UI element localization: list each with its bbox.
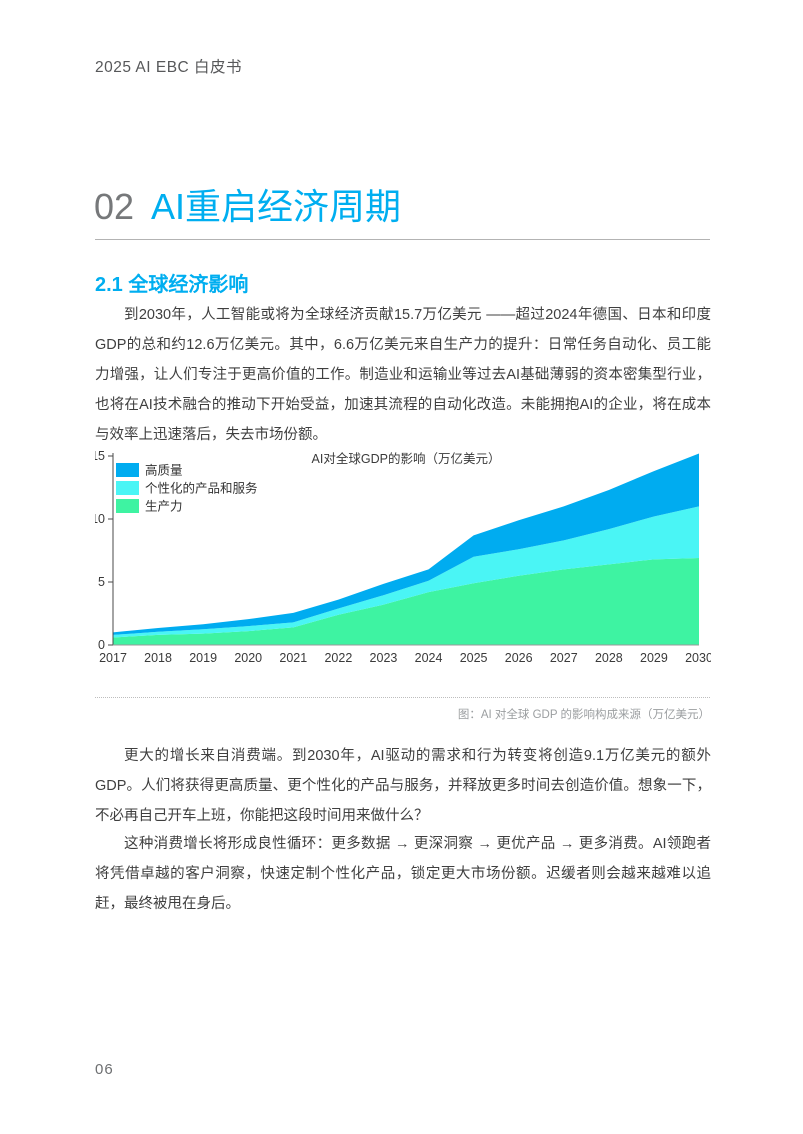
paragraph-virtuous-cycle: 这种消费增长将形成良性循环：更多数据 → 更深洞察 → 更优产品 → 更多消费。… — [95, 836, 711, 912]
paragraph-global-impact: 到2030年，人工智能或将为全球经济贡献15.7万亿美元 ——超过2024年德国… — [95, 307, 711, 443]
legend-label: 高质量 — [145, 463, 183, 478]
document-header: 2025 AI EBC 白皮书 — [95, 59, 243, 76]
x-tick-label: 2020 — [234, 651, 262, 665]
legend-label: 个性化的产品和服务 — [145, 481, 258, 496]
figure-divider — [95, 697, 710, 698]
x-tick-label: 2030 — [685, 651, 711, 665]
legend-swatch-个性化的产品和服务 — [116, 481, 139, 495]
section-heading: 02 AI重启经济周期 — [94, 186, 401, 228]
chart-area-layers — [113, 453, 699, 645]
paragraph-consumption-growth: 更大的增长来自消费端。到2030年，AI驱动的需求和行为转变将创造9.1万亿美元… — [95, 748, 711, 824]
x-tick-label: 2021 — [279, 651, 307, 665]
x-tick-label: 2022 — [324, 651, 352, 665]
page-number: 06 — [95, 1061, 114, 1078]
x-tick-label: 2028 — [595, 651, 623, 665]
chart-title: AI对全球GDP的影响（万亿美元） — [312, 451, 501, 466]
x-tick-label: 2029 — [640, 651, 668, 665]
x-tick-label: 2017 — [99, 651, 127, 665]
area-series-生产力 — [113, 558, 699, 645]
x-tick-label: 2023 — [370, 651, 398, 665]
y-tick-label: 5 — [98, 575, 105, 589]
section-number: 02 — [94, 186, 135, 227]
x-tick-label: 2019 — [189, 651, 217, 665]
chart-axes: 0 5 10 15 2017 2018 2019 2020 2021 2022 2023 2024 20… — [95, 449, 711, 665]
gdp-impact-chart: AI对全球GDP的影响（万亿美元） 0 5 10 15 2017 2018 2019 2020… — [95, 448, 711, 678]
x-tick-label: 2024 — [415, 651, 443, 665]
subsection-title: 2.1 全球经济影响 — [95, 274, 249, 296]
x-tick-label: 2018 — [144, 651, 172, 665]
y-tick-label: 10 — [95, 512, 105, 526]
legend-label: 生产力 — [145, 500, 183, 514]
x-tick-label: 2027 — [550, 651, 578, 665]
legend-swatch-生产力 — [116, 499, 139, 513]
legend-swatch-高质量 — [116, 463, 139, 477]
y-tick-label: 0 — [98, 638, 105, 652]
section-title: AI重启经济周期 — [151, 186, 402, 227]
x-tick-label: 2025 — [460, 651, 488, 665]
y-tick-label: 15 — [95, 449, 105, 463]
x-tick-label: 2026 — [505, 651, 533, 665]
section-divider — [95, 239, 710, 240]
figure-caption: 图：AI 对全球 GDP 的影响构成来源（万亿美元） — [457, 709, 710, 721]
